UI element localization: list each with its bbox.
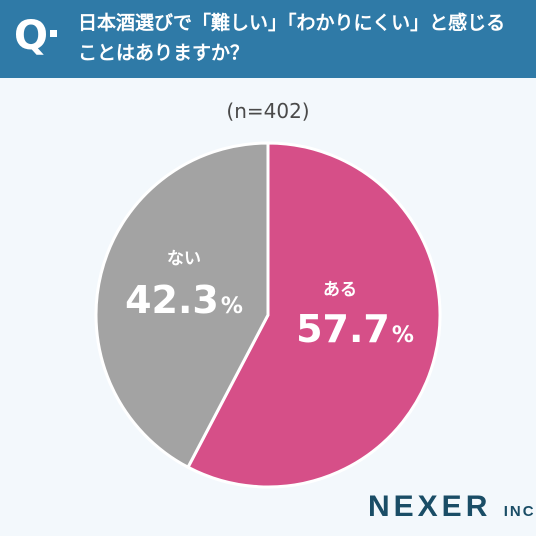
question-text-line-2: ことはありますか？	[78, 42, 250, 64]
question-text-line-1: 日本酒選びで「難しい」「わかりにくい」と感じる	[78, 12, 506, 34]
pie-slice-1	[186, 141, 442, 489]
question-header: Q 日本酒選びで「難しい」「わかりにくい」と感じる ことはありますか？	[0, 0, 536, 78]
question-mark-q: Q	[14, 13, 49, 59]
question-mark-dot	[50, 30, 57, 37]
slice-label-1: ある	[323, 280, 357, 300]
sample-size-label: (n=402)	[226, 99, 310, 123]
slice-value-2: 42.3%	[125, 278, 243, 322]
brand-suffix: INC.	[503, 503, 536, 520]
pie-slice-2	[94, 141, 270, 469]
brand-logo: NEXER INC.	[368, 490, 536, 529]
slice-value-1: 57.7%	[296, 307, 414, 351]
slice-label-2: ない	[167, 249, 201, 269]
brand-name: NEXER	[368, 490, 492, 523]
